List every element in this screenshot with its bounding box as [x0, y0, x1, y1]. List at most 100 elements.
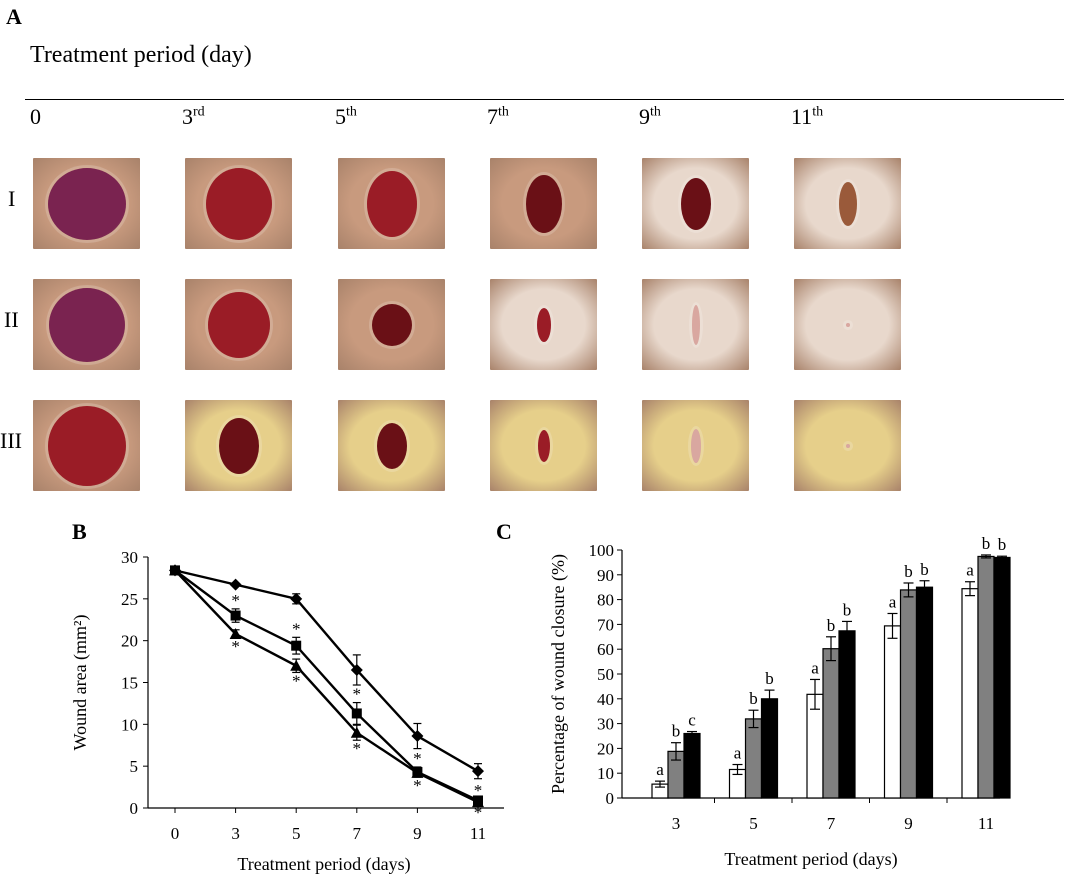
bar-I-day-11 — [961, 588, 979, 799]
significance-letter: b — [843, 600, 852, 619]
bar-II-day-11 — [977, 555, 995, 799]
bar-I-day-9 — [883, 625, 902, 799]
significance-letter: b — [920, 560, 929, 579]
wound-photo-group-I-day-9 — [642, 158, 749, 249]
x-tick-label: 5 — [292, 824, 301, 843]
significance-letter: b — [982, 534, 991, 553]
significance-letter: b — [672, 722, 681, 741]
day-label-number: 3 — [182, 104, 193, 129]
significance-letter: a — [734, 744, 742, 763]
day-label-number: 9 — [639, 104, 650, 129]
wound-photo-group-II-day-0 — [33, 279, 140, 370]
wound-mark — [48, 287, 125, 362]
day-label-7: 7th — [487, 104, 509, 130]
data-point-triangle — [169, 564, 181, 576]
series-line-II — [174, 569, 479, 802]
y-tick-label: 40 — [597, 690, 614, 709]
significance-letter: a — [889, 592, 897, 611]
wound-mark — [218, 417, 259, 474]
wound-area-line-chart: 0 5 10 15 20 25 30 0 3 5 7 9 11 Treatment period (day… — [70, 548, 504, 875]
y-tick-label: 80 — [597, 591, 614, 610]
significance-marker: * — [292, 671, 301, 690]
wound-mark — [376, 422, 407, 469]
panel-c-letter: C — [496, 519, 512, 544]
y-axis-title: Wound area (mm²) — [70, 615, 91, 751]
data-point-diamond — [229, 578, 242, 591]
y-tick-label: 10 — [121, 715, 138, 734]
significance-marker: * — [413, 749, 422, 768]
data-point-triangle — [350, 726, 363, 738]
significance-letter: b — [904, 562, 913, 581]
day-label-11: 11th — [791, 104, 823, 130]
y-tick-label: 70 — [597, 615, 614, 634]
wound-photo-group-III-day-11 — [794, 400, 901, 491]
wound-mark — [838, 181, 857, 226]
x-axis-title: Treatment period (days) — [237, 854, 410, 875]
y-tick-label: 50 — [597, 665, 614, 684]
significance-marker: * — [474, 803, 483, 822]
wound-mark — [845, 322, 850, 327]
wound-mark — [205, 167, 272, 240]
header-divider — [25, 99, 1064, 100]
wound-mark — [371, 303, 412, 346]
wound-mark — [691, 304, 700, 345]
wound-mark — [207, 291, 270, 358]
y-tick-label: 10 — [597, 764, 614, 783]
bar-II-day-5 — [744, 718, 763, 799]
day-label-suffix: th — [498, 104, 509, 120]
wound-photo-group-III-day-5 — [338, 400, 445, 491]
y-tick-label: 5 — [130, 757, 139, 776]
wound-photo-group-II-day-3 — [185, 279, 292, 370]
wound-photo-group-II-day-7 — [490, 279, 597, 370]
bar-II-day-7 — [822, 648, 840, 799]
data-point-triangle — [290, 659, 303, 671]
data-point-square — [230, 610, 241, 621]
data-point-diamond — [472, 765, 484, 778]
wound-photo-group-III-day-0 — [33, 400, 140, 491]
y-axis-title: Percentage of wound closure (%) — [548, 554, 569, 794]
x-tick-label: 3 — [672, 814, 681, 833]
y-tick-label: 30 — [597, 715, 614, 734]
wound-photo-group-II-day-5 — [338, 279, 445, 370]
wound-closure-bar-chart: 0 10 20 30 40 50 60 70 80 90 100 3 5 7 9 11 Treatment pe… — [548, 534, 1011, 870]
wound-photo-group-II-day-11 — [794, 279, 901, 370]
wound-photo-group-III-day-7 — [490, 400, 597, 491]
group-label-II: II — [4, 307, 19, 332]
wound-photo-group-II-day-9 — [642, 279, 749, 370]
data-point-diamond — [411, 730, 424, 743]
wound-mark — [366, 170, 417, 237]
y-tick-label: 20 — [597, 739, 614, 758]
day-label-suffix: rd — [193, 104, 205, 120]
significance-marker: * — [413, 776, 422, 795]
day-label-suffix: th — [346, 104, 357, 120]
data-point-triangle — [472, 796, 484, 808]
y-tick-label: 25 — [121, 590, 138, 609]
y-tick-label: 0 — [606, 789, 615, 808]
day-label-suffix: th — [650, 104, 661, 120]
y-tick-label: 0 — [130, 799, 139, 818]
wound-mark — [536, 307, 551, 342]
series-line-I — [174, 569, 479, 773]
day-label-5: 5th — [335, 104, 357, 130]
data-point-triangle — [411, 766, 424, 778]
wound-mark — [537, 429, 550, 462]
wound-photo-group-I-day-11 — [794, 158, 901, 249]
wound-mark — [47, 405, 126, 486]
group-label-III: III — [0, 428, 22, 453]
significance-marker: * — [292, 619, 301, 638]
day-label-0: 0 — [30, 104, 41, 130]
bar-I-day-7 — [806, 693, 824, 799]
y-tick-label: 30 — [121, 548, 138, 567]
x-tick-label: 11 — [470, 824, 486, 843]
x-tick-label: 9 — [904, 814, 913, 833]
wound-photo-group-I-day-3 — [185, 158, 292, 249]
bar-III-day-5 — [760, 698, 779, 799]
significance-marker: * — [231, 637, 240, 656]
wound-mark — [525, 174, 562, 233]
significance-letter: b — [749, 689, 758, 708]
bar-III-day-7 — [838, 630, 856, 799]
day-label-3: 3rd — [182, 104, 205, 130]
y-tick-label: 100 — [589, 541, 615, 560]
bar-III-day-3 — [683, 732, 701, 799]
significance-letter: a — [656, 760, 664, 779]
